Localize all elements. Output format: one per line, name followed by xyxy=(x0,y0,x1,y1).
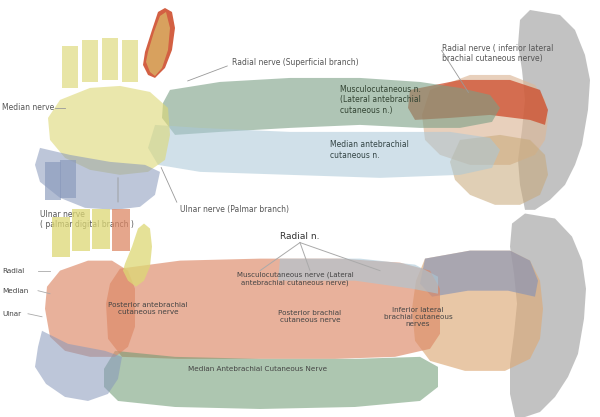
Polygon shape xyxy=(510,214,586,417)
Polygon shape xyxy=(35,331,122,401)
Text: Radial n.: Radial n. xyxy=(280,232,320,241)
Polygon shape xyxy=(60,160,76,198)
Polygon shape xyxy=(122,40,138,82)
Polygon shape xyxy=(35,148,160,210)
Text: Median Antebrachial Cutaneous Nerve: Median Antebrachial Cutaneous Nerve xyxy=(188,366,328,372)
Text: Median nerve: Median nerve xyxy=(2,103,54,113)
Text: Musculocutaneous n.
(Lateral antebrachial
cutaneous n.): Musculocutaneous n. (Lateral antebrachia… xyxy=(340,85,421,115)
Polygon shape xyxy=(62,46,78,88)
Polygon shape xyxy=(123,224,152,287)
Polygon shape xyxy=(112,208,130,251)
Polygon shape xyxy=(408,80,548,125)
Polygon shape xyxy=(450,135,548,205)
Polygon shape xyxy=(52,216,70,256)
Polygon shape xyxy=(45,162,61,200)
Polygon shape xyxy=(146,12,170,76)
Polygon shape xyxy=(48,86,170,175)
Polygon shape xyxy=(82,40,98,82)
Polygon shape xyxy=(420,251,538,297)
Text: Median: Median xyxy=(2,288,28,294)
Text: Ulnar nerve
( palmar digital branch ): Ulnar nerve ( palmar digital branch ) xyxy=(40,210,134,229)
Polygon shape xyxy=(92,204,110,249)
Polygon shape xyxy=(518,10,590,210)
Polygon shape xyxy=(106,259,440,359)
Polygon shape xyxy=(422,75,548,165)
Text: Inferior lateral
brachial cutaneous
nerves: Inferior lateral brachial cutaneous nerv… xyxy=(383,307,452,327)
Polygon shape xyxy=(278,259,438,294)
Polygon shape xyxy=(148,125,500,178)
Polygon shape xyxy=(45,261,135,357)
Text: Musculocutaneous nerve (Lateral
antebrachial cutaneous nerve): Musculocutaneous nerve (Lateral antebrac… xyxy=(236,271,353,286)
Text: Posterior antebrachial
cutaneous nerve: Posterior antebrachial cutaneous nerve xyxy=(109,302,188,315)
Text: Median antebrachial
cutaneous n.: Median antebrachial cutaneous n. xyxy=(330,140,409,160)
Text: Ulnar: Ulnar xyxy=(2,311,21,317)
Text: Ulnar nerve (Palmar branch): Ulnar nerve (Palmar branch) xyxy=(180,205,289,214)
Polygon shape xyxy=(412,251,543,371)
Polygon shape xyxy=(72,206,90,251)
Polygon shape xyxy=(143,8,175,78)
Polygon shape xyxy=(102,38,118,80)
Text: Radial nerve ( inferior lateral
brachial cutaneous nerve): Radial nerve ( inferior lateral brachial… xyxy=(442,44,553,63)
Text: Posterior brachial
cutaneous nerve: Posterior brachial cutaneous nerve xyxy=(278,310,341,323)
Text: Radial: Radial xyxy=(2,268,24,274)
Text: Radial nerve (Superficial branch): Radial nerve (Superficial branch) xyxy=(232,58,359,68)
Polygon shape xyxy=(104,351,438,409)
Polygon shape xyxy=(162,78,500,135)
